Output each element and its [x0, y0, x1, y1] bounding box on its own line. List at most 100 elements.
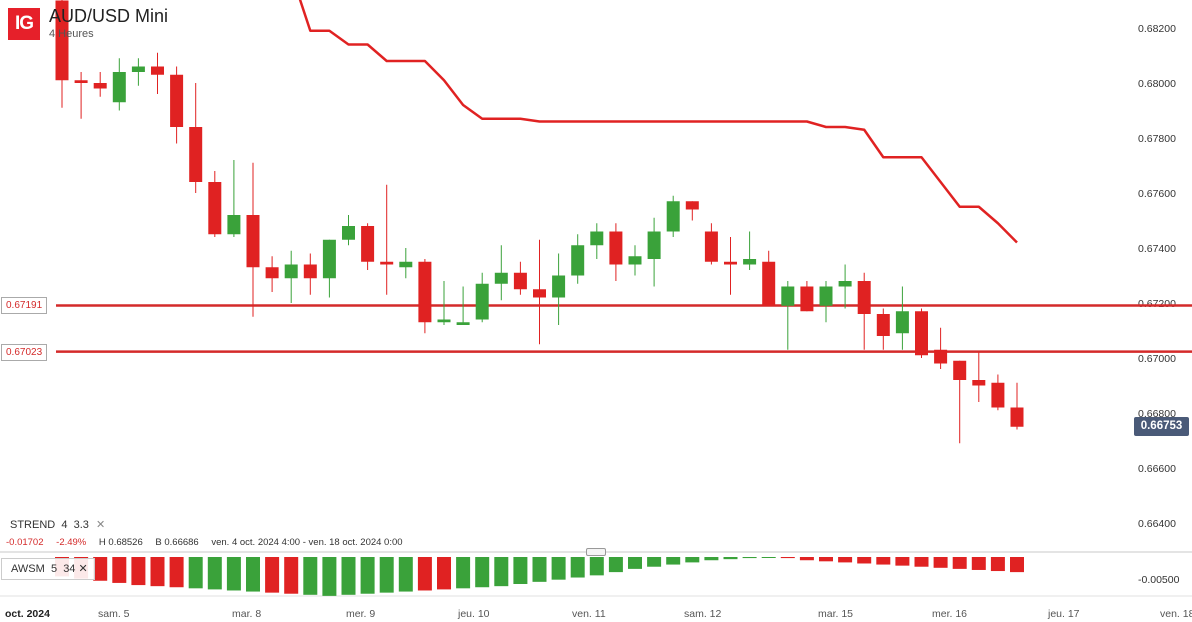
candle-body[interactable]	[685, 201, 699, 210]
candle-body[interactable]	[609, 231, 623, 265]
candle-body[interactable]	[628, 256, 642, 265]
awsm-bar	[360, 557, 375, 594]
awsm-bar	[780, 557, 795, 559]
awsm-bar	[265, 557, 280, 593]
awsm-param-2: 34	[63, 563, 76, 575]
candle-body[interactable]	[762, 261, 776, 306]
time-axis-label: sam. 5	[98, 608, 130, 620]
candle-body[interactable]	[876, 314, 890, 336]
awsm-bar	[437, 557, 451, 590]
candle-body[interactable]	[246, 215, 260, 268]
awsm-bar	[761, 557, 776, 558]
price-axis-label: 0.68200	[1138, 23, 1176, 35]
awsm-bar	[322, 557, 337, 596]
awsm-bar	[112, 557, 127, 583]
awsm-bar	[971, 557, 986, 570]
candle-body[interactable]	[819, 286, 833, 306]
candle-body[interactable]	[208, 182, 222, 235]
candle-body[interactable]	[934, 349, 948, 364]
candle-body[interactable]	[552, 275, 566, 298]
candle-body[interactable]	[743, 259, 757, 265]
close-icon[interactable]: ✕	[95, 519, 106, 531]
timeframe-label: 4 Heures	[49, 28, 94, 40]
candle-body[interactable]	[991, 382, 1005, 408]
candle-body[interactable]	[456, 322, 470, 325]
strend-param-2: 3.3	[73, 519, 89, 531]
awsm-bar	[379, 557, 394, 593]
candle-body[interactable]	[361, 226, 375, 262]
high-value: H 0.68526	[98, 537, 143, 548]
candle-body[interactable]	[380, 261, 394, 265]
candle-body[interactable]	[590, 231, 604, 246]
candle-body[interactable]	[953, 360, 967, 380]
awsm-bar	[207, 557, 222, 590]
price-axis-label: 0.67200	[1138, 298, 1176, 310]
candle-body[interactable]	[647, 231, 661, 260]
candle-body[interactable]	[857, 281, 871, 314]
candle-body[interactable]	[399, 261, 413, 268]
candle-body[interactable]	[437, 319, 451, 323]
awsm-bar	[685, 557, 700, 563]
awsm-bar	[876, 557, 891, 565]
awsm-bar	[417, 557, 432, 591]
ig-logo: IG	[8, 8, 40, 40]
current-price-tag: 0.66753	[1134, 417, 1189, 436]
awsm-param-1: 5	[50, 563, 58, 575]
candle-body[interactable]	[494, 272, 508, 284]
candle-body[interactable]	[704, 231, 718, 262]
candle-body[interactable]	[303, 264, 317, 279]
awsm-bar	[456, 557, 471, 589]
hline-tag-1[interactable]: 0.67191	[1, 297, 48, 314]
price-axis-label: 0.66600	[1138, 463, 1176, 475]
candle-body[interactable]	[265, 267, 279, 279]
awsm-bar	[933, 557, 948, 568]
candle-body[interactable]	[724, 261, 737, 265]
awsm-bar	[188, 557, 203, 589]
candle-body[interactable]	[895, 311, 909, 334]
candle-body[interactable]	[189, 127, 203, 182]
candle-body[interactable]	[915, 311, 928, 356]
candle-body[interactable]	[322, 239, 336, 279]
candle-body[interactable]	[838, 281, 852, 287]
candle-body[interactable]	[533, 289, 546, 298]
price-axis-label: 0.66400	[1138, 518, 1176, 530]
candle-body[interactable]	[55, 0, 69, 81]
awsm-bar	[819, 557, 833, 562]
awsm-bar	[284, 557, 299, 594]
candle-body[interactable]	[342, 226, 355, 240]
candle-body[interactable]	[227, 215, 241, 235]
candle-body[interactable]	[131, 66, 145, 73]
awsm-bar	[952, 557, 967, 569]
pane-splitter-handle[interactable]	[586, 548, 606, 556]
awsm-bar	[303, 557, 318, 595]
awsm-bar	[895, 557, 910, 566]
awsm-legend[interactable]: AWSM 5 34 ✕	[1, 558, 95, 580]
awsm-bar	[647, 557, 662, 567]
strend-legend[interactable]: STREND 4 3.3 ✕	[10, 518, 105, 531]
candle-body[interactable]	[571, 245, 585, 276]
candle-body[interactable]	[170, 74, 184, 127]
candle-body[interactable]	[666, 201, 680, 232]
awsm-bar	[742, 557, 757, 559]
hline-tag-2[interactable]: 0.67023	[1, 344, 48, 361]
candle-body[interactable]	[513, 272, 527, 290]
candle-body[interactable]	[972, 380, 986, 386]
candle-body[interactable]	[74, 80, 88, 83]
candle-body[interactable]	[781, 286, 795, 306]
candle-body[interactable]	[151, 66, 164, 75]
candle-body[interactable]	[112, 72, 126, 103]
awsm-bar	[990, 557, 1005, 572]
candle-body[interactable]	[1010, 407, 1024, 427]
candle-body[interactable]	[418, 261, 432, 323]
awsm-bar	[131, 557, 146, 586]
time-axis-label: mer. 16	[932, 608, 967, 620]
candle-body[interactable]	[284, 264, 298, 279]
time-axis-label: ven. 11	[572, 608, 606, 620]
candle-body[interactable]	[93, 83, 107, 89]
candle-body[interactable]	[475, 283, 489, 320]
close-icon[interactable]: ✕	[78, 563, 88, 575]
date-range: ven. 4 oct. 2024 4:00 - ven. 18 oct. 202…	[211, 537, 403, 548]
awsm-bar	[570, 557, 585, 578]
candle-body[interactable]	[800, 286, 814, 312]
